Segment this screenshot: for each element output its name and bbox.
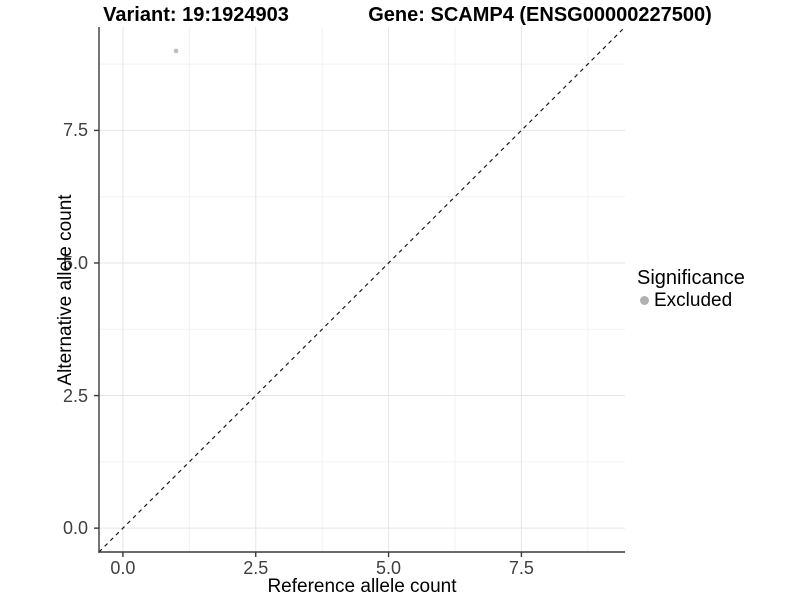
x-tick-label: 7.5	[508, 558, 534, 578]
y-axis-title: Alternative allele count	[55, 194, 76, 386]
x-axis-title: Reference allele count	[267, 576, 457, 597]
legend-item: Excluded	[637, 290, 745, 311]
legend-item-label: Excluded	[654, 290, 733, 311]
plot-title-gene: Gene: SCAMP4 (ENSG00000227500)	[368, 4, 712, 26]
y-tick-label: 5.0	[62, 252, 88, 273]
y-tick-label: 2.5	[62, 385, 88, 406]
y-tick-label: 7.5	[62, 120, 88, 141]
data-point	[173, 48, 179, 54]
y-tick-label: 0.0	[62, 518, 88, 539]
legend-title: Significance	[637, 267, 745, 289]
legend-items: Excluded	[637, 290, 745, 311]
legend: Significance Excluded	[637, 267, 745, 311]
legend-point-icon	[640, 296, 649, 305]
x-tick-label: 0.0	[110, 558, 136, 578]
plot-title-variant: Variant: 19:1924903	[103, 4, 289, 26]
x-tick-label: 5.0	[376, 558, 402, 578]
identity-dashed-line	[98, 26, 626, 553]
x-tick-label: 2.5	[243, 558, 269, 578]
